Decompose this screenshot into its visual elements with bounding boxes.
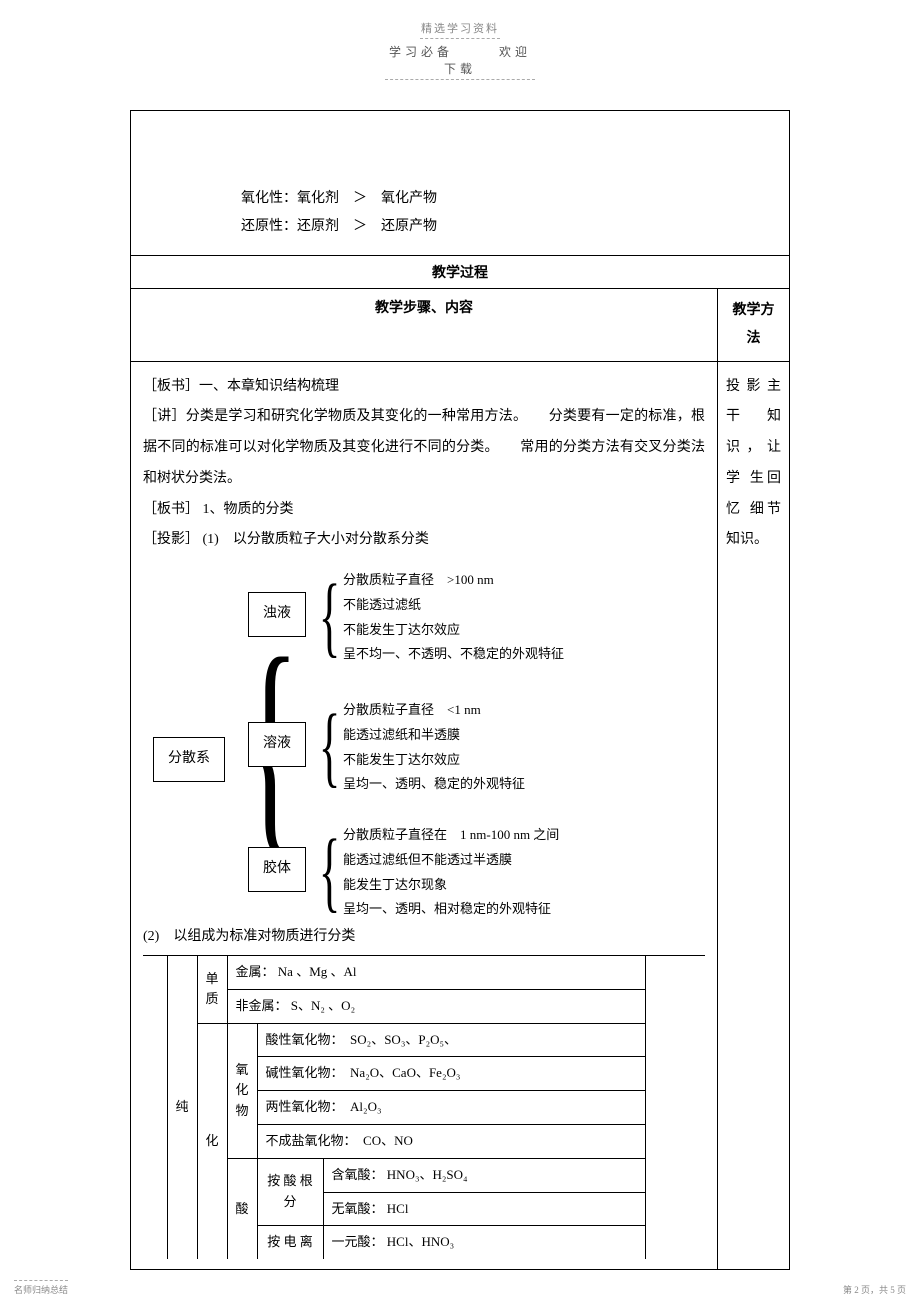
body-p4: ［投影］ (1) 以分散质粒子大小对分散系分类 [143,525,705,556]
lesson-table: 氧化性：氧化剂 ＞ 氧化产物 还原性：还原剂 ＞ 还原产物 教学过程 教学步骤、… [130,110,790,1270]
by-ion-cell: 按 电 离 [257,1226,323,1259]
intro-line-1: 氧化性：氧化剂 ＞ 氧化产物 [241,185,779,213]
rongye-l1: 分散质粒子直径 <1 nm [343,698,525,723]
compound-cell: 化 [197,1023,227,1259]
acid-oxide-cell: 酸性氧化物： SO₂、SO₃、P₂O₅、 [257,1023,645,1057]
pure-cell: 纯 [167,956,197,1260]
jiaoti-l1: 分散质粒子直径在 1 nm-100 nm 之间 [343,823,559,848]
metal-cell: 金属： Na 、Mg 、Al [227,956,645,990]
zhuoye-l1: 分散质粒子直径 >100 nm [343,568,564,593]
zhuoye-node: 浊液 [248,592,306,637]
jiaoti-brace: { [319,827,341,917]
rongye-node: 溶液 [248,722,306,767]
by-root-cell: 按 酸 根分 [257,1158,323,1226]
mono-acid-cell: 一元酸： HCl、HNO₃ [323,1226,645,1259]
zhuoye-l3: 不能发生丁达尔效应 [343,618,564,643]
oxy-acid-cell: 含氧酸： HNO₃、H₂SO₄ [323,1158,645,1192]
body-p1: ［板书］一、本章知识结构梳理 [143,372,705,403]
footer-right: 第 2 页，共 5 页 [843,1283,906,1296]
zhuoye-l2: 不能透过滤纸 [343,593,564,618]
jiaoti-l4: 呈均一、透明、相对稳定的外观特征 [343,897,559,922]
simple-cell: 单质 [197,956,227,1024]
jiaoti-l3: 能发生丁达尔现象 [343,873,559,898]
sub-gap [460,45,492,59]
rongye-l3: 不能发生丁达尔效应 [343,748,525,773]
rongye-brace: { [319,702,341,792]
doc-sub-caption: 学习必备 欢迎下载 [385,43,535,80]
nonoxy-acid-cell: 无氧酸： HCl [323,1192,645,1226]
base-oxide-cell: 碱性氧化物： Na₂O、CaO、Fe₂O₃ [257,1057,645,1091]
footer-left: 名师归纳总结 [14,1280,68,1296]
intro-line-2: 还原性：还原剂 ＞ 还原产物 [241,213,779,241]
jiaoti-node: 胶体 [248,847,306,892]
rongye-l2: 能透过滤纸和半透膜 [343,723,525,748]
body-p3: ［板书］ 1、物质的分类 [143,495,705,526]
col-header-method: 教学方法 [726,297,781,353]
col-header-steps: 教学步骤、内容 [131,288,718,361]
acid-cell: 酸 [227,1158,257,1259]
section-title: 教学过程 [131,255,790,288]
comp-heading: (2) 以组成为标准对物质进行分类 [143,922,705,953]
rongye-l4: 呈均一、透明、稳定的外观特征 [343,772,525,797]
zhuoye-brace: { [319,572,341,662]
nonsalt-oxide-cell: 不成盐氧化物： CO、NO [257,1125,645,1159]
root-node: 分散系 [153,737,225,782]
oxide-cell: 氧化物 [227,1023,257,1158]
zhuoye-l4: 呈不均一、不透明、不稳定的外观特征 [343,642,564,667]
ampho-oxide-cell: 两性氧化物： Al₂O₃ [257,1091,645,1125]
jiaoti-l2: 能透过滤纸但不能透过半透膜 [343,848,559,873]
doc-top-caption: 精选学习资料 [420,20,500,39]
dispersion-diagram: 分散系 { 浊液 { 分散质粒子直径 >100 nm 不能透过滤纸 不能发生丁达… [143,562,705,922]
sub-left: 学习必备 [389,45,453,59]
nonmetal-cell: 非金属： S、N₂ 、O₂ [227,989,645,1023]
body-p2: ［讲］分类是学习和研究化学物质及其变化的一种常用方法。 分类要有一定的标准，根据… [143,402,705,494]
composition-table: 纯 单质 金属： Na 、Mg 、Al 非金属： S、N₂ 、O₂ 化 氧化物 … [143,955,705,1259]
method-text: 投 影 主干知识，让 学 生回 忆 细节知识。 [718,361,790,1270]
